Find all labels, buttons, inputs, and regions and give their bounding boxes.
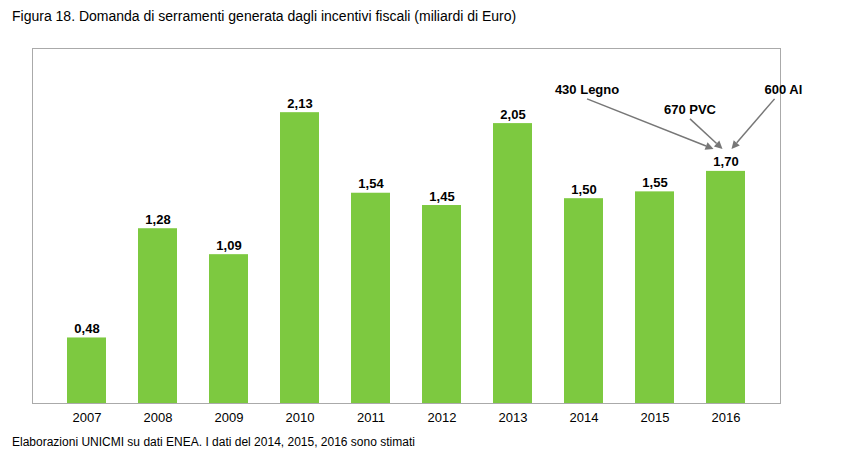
svg-text:2011: 2011 <box>357 410 385 425</box>
svg-text:2008: 2008 <box>144 410 173 425</box>
svg-text:2014: 2014 <box>570 410 599 425</box>
svg-text:1,45: 1,45 <box>429 189 454 204</box>
svg-text:1,55: 1,55 <box>642 175 667 190</box>
svg-text:600 Al: 600 Al <box>765 82 803 97</box>
html-text:Elaborazioni UNICMI su dati EN: Elaborazioni UNICMI su dati ENEA. I dati… <box>12 435 415 449</box>
svg-text:430 Legno: 430 Legno <box>555 82 619 97</box>
svg-text:2,13: 2,13 <box>287 96 312 111</box>
svg-text:2012: 2012 <box>428 410 457 425</box>
svg-text:2013: 2013 <box>499 410 528 425</box>
svg-text:1,09: 1,09 <box>216 238 241 253</box>
svg-text:1,28: 1,28 <box>145 212 170 227</box>
svg-text:1,54: 1,54 <box>358 176 384 191</box>
svg-text:2016: 2016 <box>712 410 741 425</box>
svg-text:0,48: 0,48 <box>74 321 99 336</box>
svg-text:2007: 2007 <box>73 410 102 425</box>
html-text:Figura 18. Domanda di serramen: Figura 18. Domanda di serramenti generat… <box>12 8 517 24</box>
svg-text:2,05: 2,05 <box>500 107 525 122</box>
svg-text:2010: 2010 <box>286 410 315 425</box>
svg-text:2009: 2009 <box>215 410 244 425</box>
svg-text:1,50: 1,50 <box>571 182 596 197</box>
svg-text:670 PVC: 670 PVC <box>664 102 717 117</box>
svg-text:1,70: 1,70 <box>713 154 738 169</box>
svg-text:2015: 2015 <box>641 410 670 425</box>
